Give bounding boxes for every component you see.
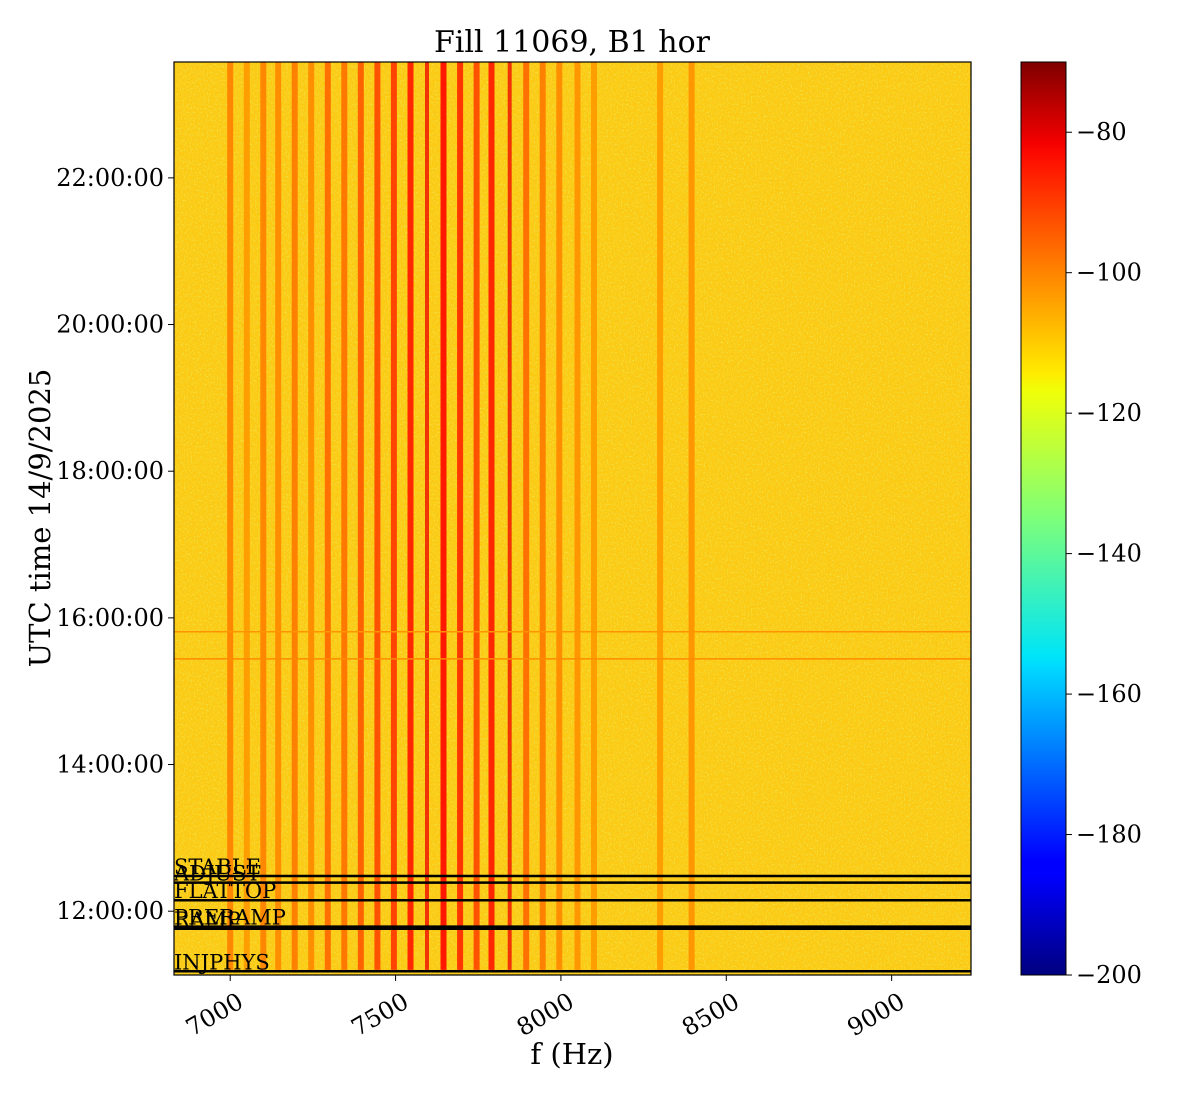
colorbar-gradient — [1020, 61, 1067, 976]
mode-label: STABLE — [174, 855, 261, 879]
y-tick-label: 12:00:00 — [56, 897, 164, 925]
y-axis-label: UTC time 14/9/2025 — [23, 369, 57, 668]
y-axis-ticks: 12:00:00 14:00:00 16:00:00 18:00:00 20:00:00… — [56, 164, 174, 925]
spectral-line — [390, 62, 397, 970]
spectral-line — [440, 62, 447, 970]
mode-label: FLATTOP — [174, 879, 276, 903]
colorbar-tick-label: −160 — [1076, 680, 1142, 708]
mode-label: PRERAMP — [174, 906, 286, 930]
colorbar: −80 −100 −120 −140 −160 −180 −200 — [1020, 61, 1142, 989]
x-axis-ticks: 7000 7500 8000 8500 9000 — [181, 975, 909, 1042]
spectral-line — [574, 62, 581, 970]
spectral-lines — [227, 62, 695, 970]
y-tick-label: 22:00:00 — [56, 164, 164, 192]
colorbar-tick-label: −180 — [1076, 821, 1142, 849]
y-tick-label: 20:00:00 — [56, 311, 164, 339]
noise-texture-green — [174, 62, 971, 975]
x-tick-label: 8000 — [512, 987, 579, 1042]
plot-frame — [173, 61, 972, 976]
spectral-line — [275, 62, 282, 970]
spectral-line — [425, 62, 429, 970]
mode-label: INJPHYS — [174, 950, 270, 974]
spectral-line — [374, 62, 381, 970]
colorbar-tick-label: −120 — [1076, 399, 1142, 427]
spectral-line — [457, 62, 464, 970]
spectral-line — [260, 62, 267, 970]
colorbar-ticks: −80 −100 −120 −140 −160 −180 −200 — [1066, 118, 1142, 989]
colorbar-tick-label: −100 — [1076, 259, 1142, 287]
spectral-line — [488, 62, 495, 970]
spectral-line — [657, 62, 664, 970]
spectral-line — [688, 62, 695, 970]
spectral-line — [407, 62, 414, 970]
y-tick-label: 18:00:00 — [56, 457, 164, 485]
colorbar-tick-label: −200 — [1076, 961, 1142, 989]
colorbar-tick-label: −80 — [1076, 118, 1127, 146]
spectral-line — [324, 62, 331, 970]
x-tick-label: 7000 — [181, 987, 248, 1042]
x-tick-label: 7500 — [346, 987, 413, 1042]
spectral-line — [473, 62, 480, 970]
colorbar-tick-label: −140 — [1076, 540, 1142, 568]
spectral-line — [523, 62, 530, 970]
x-tick-label: 8500 — [677, 987, 744, 1042]
spectral-line — [591, 62, 597, 970]
spectral-line — [357, 62, 364, 970]
spectral-line — [341, 62, 348, 970]
spectral-line — [243, 62, 250, 970]
mode-label: ADJUST — [173, 862, 261, 886]
horizontal-artifacts — [174, 631, 971, 660]
spectral-line — [291, 62, 298, 970]
spectral-line — [556, 62, 563, 970]
spectral-line — [507, 62, 512, 970]
spectral-line — [227, 62, 234, 970]
spectral-line — [308, 62, 315, 970]
y-tick-label: 16:00:00 — [56, 604, 164, 632]
x-tick-label: 9000 — [843, 987, 910, 1042]
y-tick-label: 14:00:00 — [56, 751, 164, 779]
mode-label: RAMP — [174, 908, 241, 932]
spectral-line — [539, 62, 546, 970]
x-axis-label: f (Hz) — [530, 1037, 613, 1071]
chart-title: Fill 11069, B1 hor — [434, 25, 711, 60]
